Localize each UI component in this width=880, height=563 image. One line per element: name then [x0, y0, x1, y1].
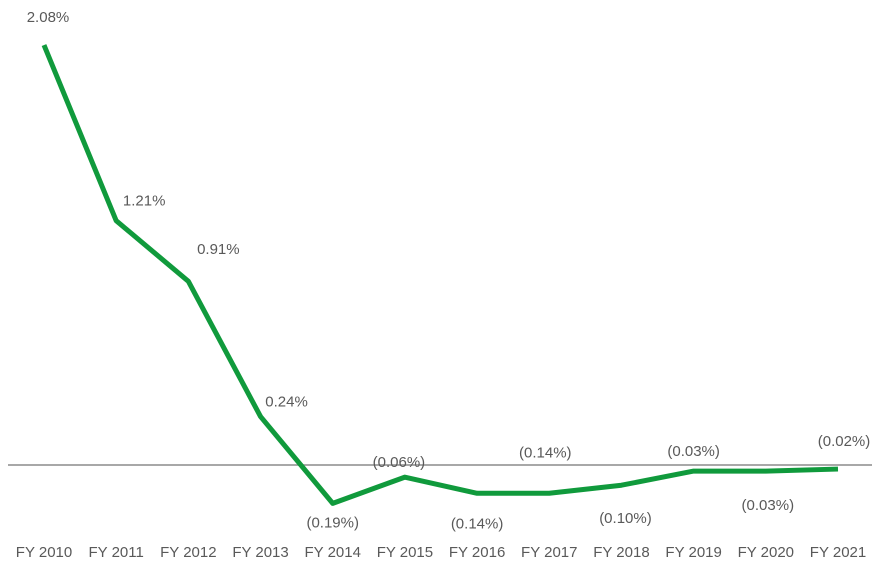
data-label: (0.19%) — [306, 514, 359, 531]
x-tick-label: FY 2017 — [521, 544, 577, 561]
data-label: 2.08% — [27, 9, 70, 26]
x-tick-label: FY 2020 — [738, 544, 794, 561]
data-label: (0.03%) — [667, 443, 720, 460]
x-tick-label: FY 2012 — [160, 544, 216, 561]
x-tick-label: FY 2010 — [16, 544, 72, 561]
data-label: (0.03%) — [742, 497, 795, 514]
x-tick-label: FY 2016 — [449, 544, 505, 561]
data-label: (0.14%) — [519, 444, 572, 461]
x-tick-label: FY 2019 — [665, 544, 721, 561]
data-label: 1.21% — [123, 193, 166, 210]
data-label: (0.06%) — [373, 454, 426, 471]
data-label: 0.91% — [197, 241, 240, 258]
data-line — [41, 44, 839, 506]
x-tick-label: FY 2013 — [232, 544, 288, 561]
data-label: (0.10%) — [599, 510, 652, 527]
x-tick-label: FY 2014 — [305, 544, 361, 561]
data-label: (0.14%) — [451, 515, 504, 532]
data-label: (0.02%) — [818, 433, 871, 450]
x-tick-label: FY 2015 — [377, 544, 433, 561]
x-tick-label: FY 2018 — [593, 544, 649, 561]
x-tick-label: FY 2021 — [810, 544, 866, 561]
data-label: 0.24% — [265, 394, 308, 411]
x-tick-label: FY 2011 — [89, 544, 144, 561]
